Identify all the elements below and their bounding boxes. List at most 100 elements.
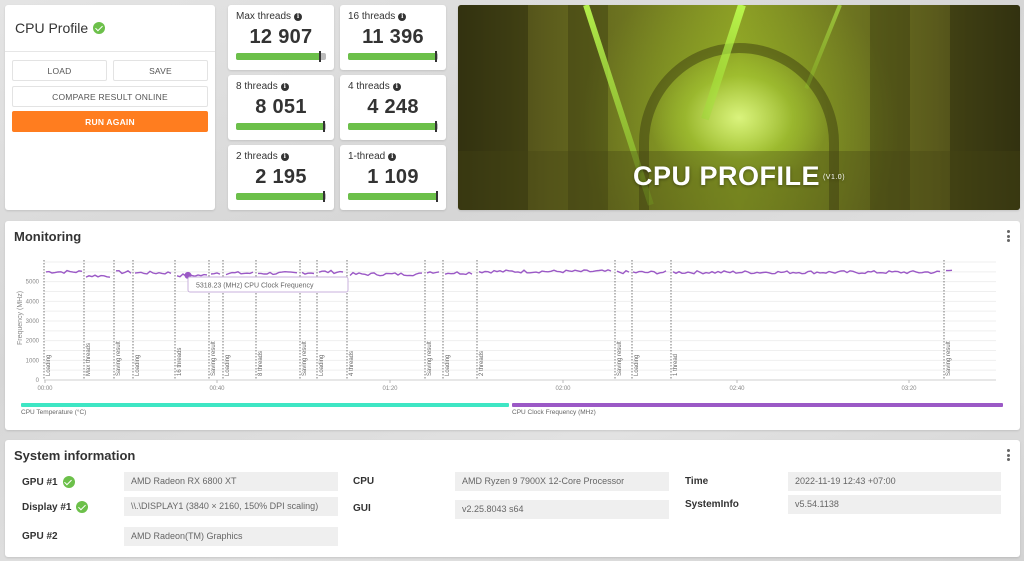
check-circle-icon — [62, 476, 75, 488]
score-value: 11 396 — [362, 26, 424, 48]
monitoring-title: Monitoring — [14, 229, 82, 244]
legend-temp-label: CPU Temperature (°C) — [21, 409, 87, 416]
svg-text:Max threads: Max threads — [86, 343, 92, 376]
compare-result-online-button[interactable]: COMPARE RESULT ONLINE — [12, 86, 208, 107]
score-bar — [236, 51, 326, 62]
score-label: 2 threads — [236, 151, 278, 162]
score-label: Max threads — [236, 11, 292, 22]
score-label: 8 threads — [236, 81, 278, 92]
profile-header: CPU Profile — [5, 5, 215, 52]
score-value: 1 109 — [367, 166, 419, 188]
svg-text:2000: 2000 — [26, 339, 40, 345]
profile-card: CPU Profile LOAD SAVE COMPARE RESULT ONL… — [5, 5, 215, 210]
more-options-icon[interactable] — [1005, 230, 1011, 244]
svg-text:Saving result: Saving result — [302, 341, 308, 376]
save-button[interactable]: SAVE — [113, 60, 208, 81]
svg-text:4 threads: 4 threads — [349, 351, 355, 376]
gui-label: GUI — [353, 503, 371, 514]
score-label: 16 threads — [348, 11, 396, 22]
load-button[interactable]: LOAD — [12, 60, 107, 81]
svg-text:2 threads: 2 threads — [479, 351, 485, 376]
score-value: 12 907 — [249, 26, 313, 48]
run-again-button[interactable]: RUN AGAIN — [12, 111, 208, 132]
svg-text:00:00: 00:00 — [37, 386, 53, 392]
svg-text:00:40: 00:40 — [209, 386, 225, 392]
score-card-8-threads: 8 threads i 8 051 — [228, 75, 334, 140]
svg-text:8 threads: 8 threads — [258, 351, 264, 376]
systeminfo-label: SystemInfo — [685, 499, 739, 510]
sysinfo-title: System information — [14, 448, 136, 463]
score-value: 8 051 — [255, 96, 307, 118]
svg-text:5000: 5000 — [26, 280, 40, 286]
svg-text:5318.23 (MHz) CPU Clock Freque: 5318.23 (MHz) CPU Clock Frequency — [196, 283, 314, 290]
score-bar — [348, 121, 438, 132]
score-label: 4 threads — [348, 81, 390, 92]
svg-text:Loading: Loading — [445, 355, 451, 376]
score-card-max-threads: Max threads i 12 907 — [228, 5, 334, 70]
info-icon[interactable]: i — [294, 12, 303, 21]
svg-text:03:20: 03:20 — [901, 386, 917, 392]
svg-text:16 threads: 16 threads — [177, 348, 183, 376]
svg-text:Loading: Loading — [319, 355, 325, 376]
svg-text:1 thread: 1 thread — [673, 354, 679, 376]
display1-value: \\.\DISPLAY1 (3840 × 2160, 150% DPI scal… — [124, 497, 338, 516]
cpu-value: AMD Ryzen 9 7900X 12-Core Processor — [455, 472, 669, 491]
monitoring-panel: Monitoring 0 1000 2000 3000 4000 5000 Frequenc… — [5, 221, 1020, 430]
score-value: 2 195 — [255, 166, 307, 188]
score-card-1-thread: 1-thread i 1 109 — [340, 145, 446, 210]
gpu2-label: GPU #2 — [22, 531, 58, 542]
score-card-16-threads: 16 threads i 11 396 — [340, 5, 446, 70]
svg-text:Loading: Loading — [46, 355, 52, 376]
svg-text:3000: 3000 — [26, 319, 40, 325]
info-icon[interactable]: i — [392, 82, 401, 91]
score-value: 4 248 — [367, 96, 419, 118]
info-icon[interactable]: i — [398, 12, 407, 21]
time-value: 2022-11-19 12:43 +07:00 — [788, 472, 1001, 491]
score-card-4-threads: 4 threads i 4 248 — [340, 75, 446, 140]
svg-text:01:20: 01:20 — [382, 386, 398, 392]
more-options-icon[interactable] — [1005, 449, 1011, 463]
legend-freq-bar[interactable] — [512, 403, 1003, 407]
cpu-label: CPU — [353, 476, 375, 487]
svg-text:Saving result: Saving result — [617, 341, 623, 376]
svg-text:Saving result: Saving result — [946, 341, 952, 376]
svg-text:02:00: 02:00 — [555, 386, 571, 392]
svg-text:Saving result: Saving result — [427, 341, 433, 376]
systeminfo-value: v5.54.1138 — [788, 495, 1001, 514]
svg-text:Saving result: Saving result — [116, 341, 122, 376]
svg-text:0: 0 — [36, 378, 40, 384]
svg-text:02:40: 02:40 — [729, 386, 745, 392]
hero-version: (V1.0) — [822, 174, 846, 182]
score-card-2-threads: 2 threads i 2 195 — [228, 145, 334, 210]
legend-freq-label: CPU Clock Frequency (MHz) — [512, 409, 596, 416]
gui-value: v2.25.8043 s64 — [455, 500, 669, 519]
check-circle-icon — [93, 22, 106, 34]
svg-text:Loading: Loading — [634, 355, 640, 376]
svg-text:4000: 4000 — [26, 299, 40, 305]
hero-banner-image: CPU PROFILE (V1.0) — [458, 5, 1020, 210]
score-label: 1-thread — [348, 151, 386, 162]
display1-label: Display #1 — [22, 501, 89, 513]
system-information-panel: System information GPU #1 AMD Radeon RX … — [5, 440, 1020, 557]
info-icon[interactable]: i — [280, 152, 289, 161]
hero-title: CPU PROFILE (V1.0) — [632, 161, 846, 191]
gpu1-value: AMD Radeon RX 6800 XT — [124, 472, 338, 491]
info-icon[interactable]: i — [280, 82, 289, 91]
gpu2-value: AMD Radeon(TM) Graphics — [124, 527, 338, 546]
info-icon[interactable]: i — [388, 152, 397, 161]
svg-text:Loading: Loading — [225, 355, 231, 376]
check-circle-icon — [76, 501, 89, 513]
svg-text:Frequency (MHz): Frequency (MHz) — [17, 291, 24, 345]
gpu1-label: GPU #1 — [22, 476, 75, 488]
score-bar — [348, 51, 438, 62]
score-bar — [236, 121, 326, 132]
profile-title: CPU Profile — [15, 20, 89, 36]
legend-temp-bar[interactable] — [21, 403, 509, 407]
time-label: Time — [685, 476, 709, 487]
svg-text:Loading: Loading — [135, 355, 141, 376]
score-bar — [236, 191, 326, 202]
svg-text:Saving result: Saving result — [211, 341, 217, 376]
score-bar — [348, 191, 439, 202]
svg-text:1000: 1000 — [26, 358, 40, 364]
